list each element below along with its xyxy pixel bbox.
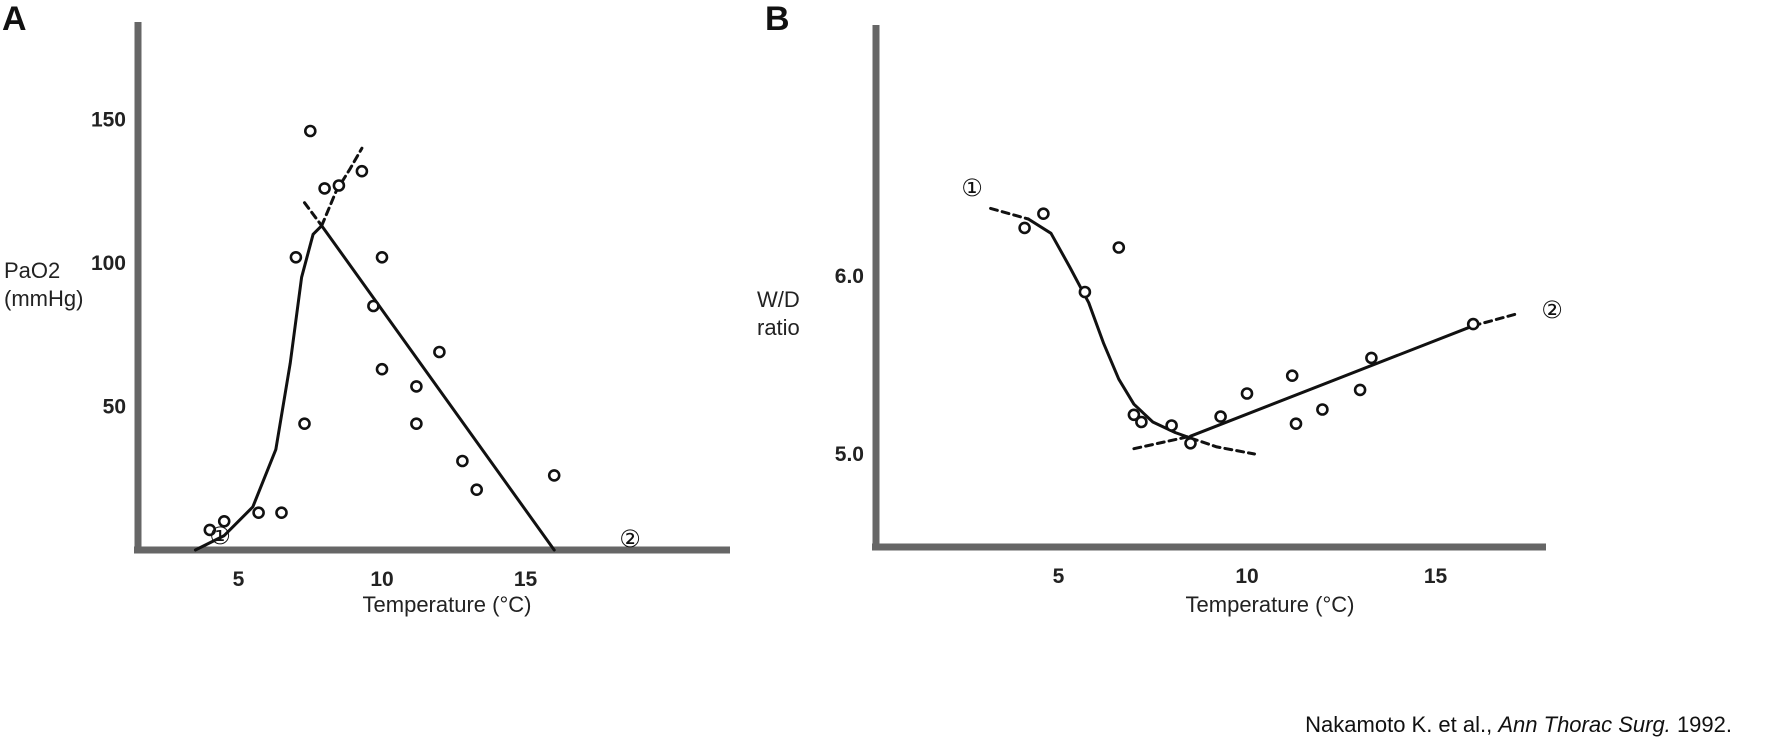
panel-b-data-point [1165, 419, 1178, 432]
panel-b-data-point [1466, 317, 1480, 331]
panel-b-fit-line-2 [1189, 436, 1256, 456]
panel-b-ylabel-line1: W/D [757, 287, 800, 312]
panel-b-x-tick-1: 10 [1235, 565, 1258, 588]
panel-b-data-point [1078, 285, 1092, 299]
panel-a-end-marker: ② [619, 525, 641, 553]
panel-a-x-tick-1: 10 [370, 568, 393, 591]
panel-a-data-point [252, 506, 265, 520]
panel-a-ylabel-line1: PaO2 [4, 258, 60, 283]
panel-a-data-point [375, 362, 389, 376]
panel-a-data-point [298, 417, 311, 431]
panel-b-end-marker: ② [1541, 296, 1563, 324]
panel-b-x-tick-2: 15 [1424, 565, 1448, 588]
panel-b-points [1018, 207, 1480, 450]
panel-a-fit-line-3 [320, 224, 556, 552]
panel-a-data-point [355, 164, 369, 178]
citation-journal: Ann Thorac Surg. [1498, 712, 1671, 737]
panel-a-y-tick-0: 50 [103, 396, 126, 419]
panel-b-data-point [1135, 415, 1148, 429]
panel-b-data-point [1353, 383, 1367, 397]
panel-a-data-point [470, 483, 484, 497]
panel-b-y-tick-1: 6.0 [835, 265, 864, 288]
panel-a-fit-line-1 [320, 146, 364, 228]
panel-a-fit-line-2 [303, 201, 324, 228]
panel-a-data-point [217, 514, 231, 528]
panel-a-data-point [410, 417, 423, 431]
panel-a-data-point [289, 250, 303, 264]
panel-a-data-point [203, 523, 217, 537]
panel-b-data-point [1365, 351, 1378, 365]
panel-b-chart: B W/D ratio Temperature (°C) 5.0 6.0 5 10 1… [757, 0, 1563, 617]
panel-a-data-point [410, 380, 423, 393]
panel-a-data-point [367, 299, 380, 313]
panel-b-ylabel-line2: ratio [757, 315, 800, 340]
panel-a-y-tick-2: 150 [91, 109, 126, 132]
citation-authors: Nakamoto K. et al., [1305, 712, 1493, 737]
panel-a-data-point [456, 454, 469, 468]
panel-b-xlabel: Temperature (°C) [1186, 592, 1355, 617]
panel-b-data-point [1289, 417, 1303, 431]
panel-b-data-point [1214, 410, 1227, 423]
panel-b-data-point [1037, 207, 1050, 220]
panel-a-chart: A PaO2 (mmHg) Temperature (°C) 50100150 … [2, 0, 730, 617]
panel-b-data-point [1112, 241, 1126, 254]
panel-b-fit-lines [989, 206, 1520, 456]
panel-a-x-tick-2: 15 [514, 568, 538, 591]
panel-a-label: A [2, 0, 27, 38]
panel-b-fit-line-4 [1189, 324, 1475, 438]
panel-a-fit-lines [193, 146, 556, 552]
panel-a-x-ticks: 5 10 15 [233, 568, 538, 591]
panel-a-data-point [375, 250, 389, 264]
panel-b-data-point [1316, 403, 1329, 416]
panel-b-data-point [1285, 369, 1299, 383]
citation: Nakamoto K. et al., Ann Thorac Surg. 199… [1305, 712, 1732, 738]
panel-a-y-ticks: 50 100 150 [91, 109, 126, 419]
panel-a-data-point [547, 469, 561, 482]
citation-year: 1992. [1676, 712, 1732, 737]
panel-b-data-point [1018, 221, 1031, 235]
panel-a-data-point [332, 179, 346, 192]
panel-b-fit-line-1 [1026, 217, 1192, 440]
panel-b-y-ticks: 5.0 6.0 [835, 265, 864, 466]
panel-b-data-point [1240, 387, 1254, 400]
panel-b-x-tick-0: 5 [1053, 565, 1065, 588]
panel-b-data-point [1184, 436, 1197, 450]
panel-a-ylabel-line2: (mmHg) [4, 286, 83, 311]
panel-b-fit-line-3 [1132, 434, 1192, 451]
panel-a-y-tick-1: 100 [91, 252, 126, 275]
panel-a-data-point [303, 124, 317, 138]
panel-a-x-tick-0: 5 [233, 568, 245, 591]
panel-a-xlabel: Temperature (°C) [363, 592, 532, 617]
panel-b-x-ticks: 5 10 15 [1053, 565, 1448, 588]
panel-b-fit-line-0 [989, 206, 1030, 221]
panel-a-start-marker: ① [209, 522, 231, 550]
panel-a-fit-line-0 [193, 224, 324, 552]
panel-b-fit-line-5 [1471, 311, 1520, 328]
panel-a-data-point [433, 345, 446, 359]
panel-b-y-tick-0: 5.0 [835, 443, 864, 466]
panel-b-start-marker: ① [961, 174, 983, 202]
panel-a-data-point [318, 182, 331, 195]
panel-a-points [203, 124, 561, 537]
panel-b-label: B [765, 0, 790, 38]
panel-a-data-point [275, 506, 288, 520]
panel-b-data-point [1127, 408, 1141, 422]
